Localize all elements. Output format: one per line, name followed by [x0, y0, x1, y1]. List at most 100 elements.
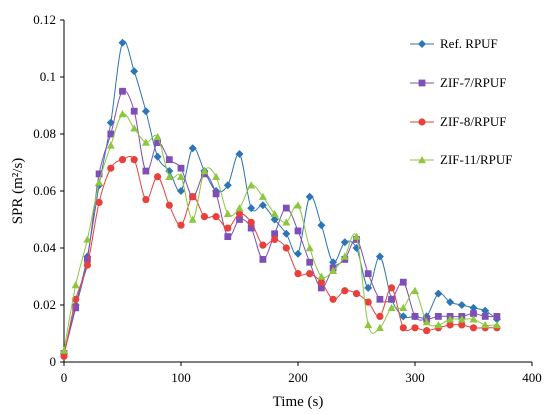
data-point [469, 315, 478, 323]
legend-label: ZIF-11/RPUF [440, 152, 512, 167]
data-point [83, 235, 92, 243]
data-point [270, 215, 279, 224]
data-point [177, 187, 185, 195]
data-point [282, 218, 291, 226]
data-point [259, 256, 267, 263]
data-point [154, 173, 162, 181]
data-point [60, 352, 68, 360]
data-point [481, 306, 490, 315]
data-point [282, 204, 290, 212]
data-point [306, 270, 314, 278]
data-point [341, 287, 349, 295]
data-point [247, 204, 256, 213]
y-tick-label: 0.04 [33, 240, 56, 255]
data-point [118, 156, 127, 164]
series-layer [60, 38, 501, 360]
legend-label: Ref. RPUF [440, 36, 498, 51]
data-point [340, 252, 349, 260]
data-point [177, 164, 185, 172]
legend-label: ZIF-8/RPUF [440, 114, 506, 129]
data-point [188, 144, 197, 153]
data-point [165, 156, 173, 164]
data-point [107, 130, 115, 138]
legend-marker [418, 79, 426, 87]
data-point [340, 238, 349, 247]
x-tick-label: 0 [61, 370, 68, 385]
data-point [236, 216, 243, 223]
data-point [305, 244, 314, 252]
data-point [317, 221, 326, 230]
data-point [72, 304, 80, 312]
data-point [95, 178, 104, 186]
data-point [95, 198, 103, 206]
y-tick-label: 0.1 [40, 69, 56, 84]
data-point [434, 320, 443, 329]
data-point [153, 152, 162, 161]
data-point [457, 301, 466, 309]
data-point [282, 244, 290, 252]
data-point [470, 310, 477, 317]
data-point [165, 201, 173, 209]
data-point [469, 303, 478, 312]
y-axis-title: SPR (m²/s) [10, 158, 26, 225]
data-point [376, 295, 384, 303]
data-point [223, 181, 232, 190]
data-point [282, 229, 291, 238]
data-point [141, 107, 150, 116]
data-point [294, 249, 302, 258]
data-point [364, 298, 372, 306]
data-point [247, 218, 255, 226]
data-point [446, 321, 454, 329]
data-point [329, 266, 338, 274]
data-point [458, 321, 466, 329]
data-point [446, 315, 455, 323]
data-point [235, 149, 244, 158]
x-tick-label: 100 [171, 370, 191, 385]
data-point [271, 235, 279, 244]
data-point [329, 258, 338, 267]
data-point [224, 224, 232, 232]
data-point [118, 38, 127, 47]
legend: Ref. RPUF ZIF-7/RPUF ZIF-8/RPUF ZIF-11/RPUF [410, 36, 512, 167]
x-axis-title: Time (s) [273, 394, 324, 410]
series-3 [60, 110, 501, 354]
data-point [492, 320, 501, 329]
data-point [118, 110, 127, 118]
data-point [457, 315, 466, 323]
data-point [352, 290, 361, 298]
data-point [212, 172, 221, 180]
legend-item: Ref. RPUF [410, 36, 498, 51]
data-point [153, 132, 162, 141]
data-point [271, 230, 278, 238]
data-point [177, 221, 185, 229]
data-point [154, 139, 161, 146]
data-point [306, 258, 314, 266]
y-tick-label: 0.06 [33, 183, 56, 198]
data-point [212, 190, 220, 198]
data-point [493, 313, 501, 320]
data-point [141, 138, 150, 146]
data-point [411, 313, 419, 320]
legend-marker [418, 40, 426, 48]
data-point [435, 313, 442, 320]
legend-item: ZIF-11/RPUF [410, 152, 512, 167]
data-point [212, 213, 220, 221]
data-point [83, 261, 91, 269]
data-point [387, 303, 396, 312]
data-point [411, 286, 419, 294]
data-point [258, 201, 267, 210]
data-point [317, 278, 325, 286]
data-point [60, 346, 68, 354]
series-2 [60, 155, 501, 360]
data-point [388, 295, 395, 303]
data-point [95, 170, 103, 178]
data-point [188, 215, 197, 223]
legend-marker [418, 156, 426, 164]
data-point [399, 324, 407, 332]
data-point [318, 284, 325, 292]
data-point [224, 233, 232, 240]
data-point [142, 167, 150, 175]
data-point [422, 318, 431, 326]
data-point [481, 320, 490, 329]
data-point [434, 289, 443, 298]
